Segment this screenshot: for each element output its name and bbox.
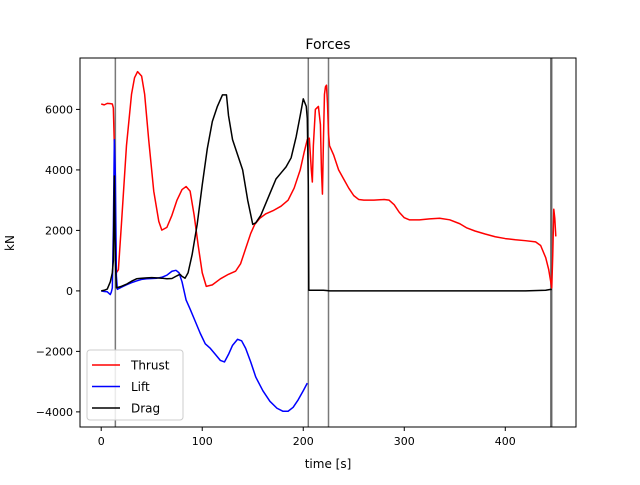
y-tick-label: −2000 xyxy=(36,345,73,358)
legend-label-drag: Drag xyxy=(131,402,160,416)
series-line-drag xyxy=(101,94,552,292)
x-tick-label: 0 xyxy=(98,435,105,448)
chart-title: Forces xyxy=(305,37,350,53)
series-line-thrust xyxy=(100,70,557,289)
x-tick-label: 300 xyxy=(394,435,415,448)
plot-area-frame xyxy=(79,57,577,428)
legend-label-lift: Lift xyxy=(131,380,150,394)
x-axis-label: time [s] xyxy=(305,457,352,471)
x-tick-label: 400 xyxy=(495,435,516,448)
y-axis-label: kN xyxy=(3,235,17,251)
x-tick-label: 100 xyxy=(192,435,213,448)
series-line-lift xyxy=(101,138,308,413)
y-tick-label: 4000 xyxy=(45,164,73,177)
legend-box xyxy=(86,349,184,421)
legend-label-thrust: Thrust xyxy=(130,359,170,373)
y-tick-label: 0 xyxy=(66,285,73,298)
legend: Thrust Lift Drag xyxy=(86,349,184,421)
x-tick-label: 200 xyxy=(293,435,314,448)
y-tick-label: 2000 xyxy=(45,224,73,237)
y-tick-label: 6000 xyxy=(45,103,73,116)
y-tick-label: −4000 xyxy=(36,406,73,419)
